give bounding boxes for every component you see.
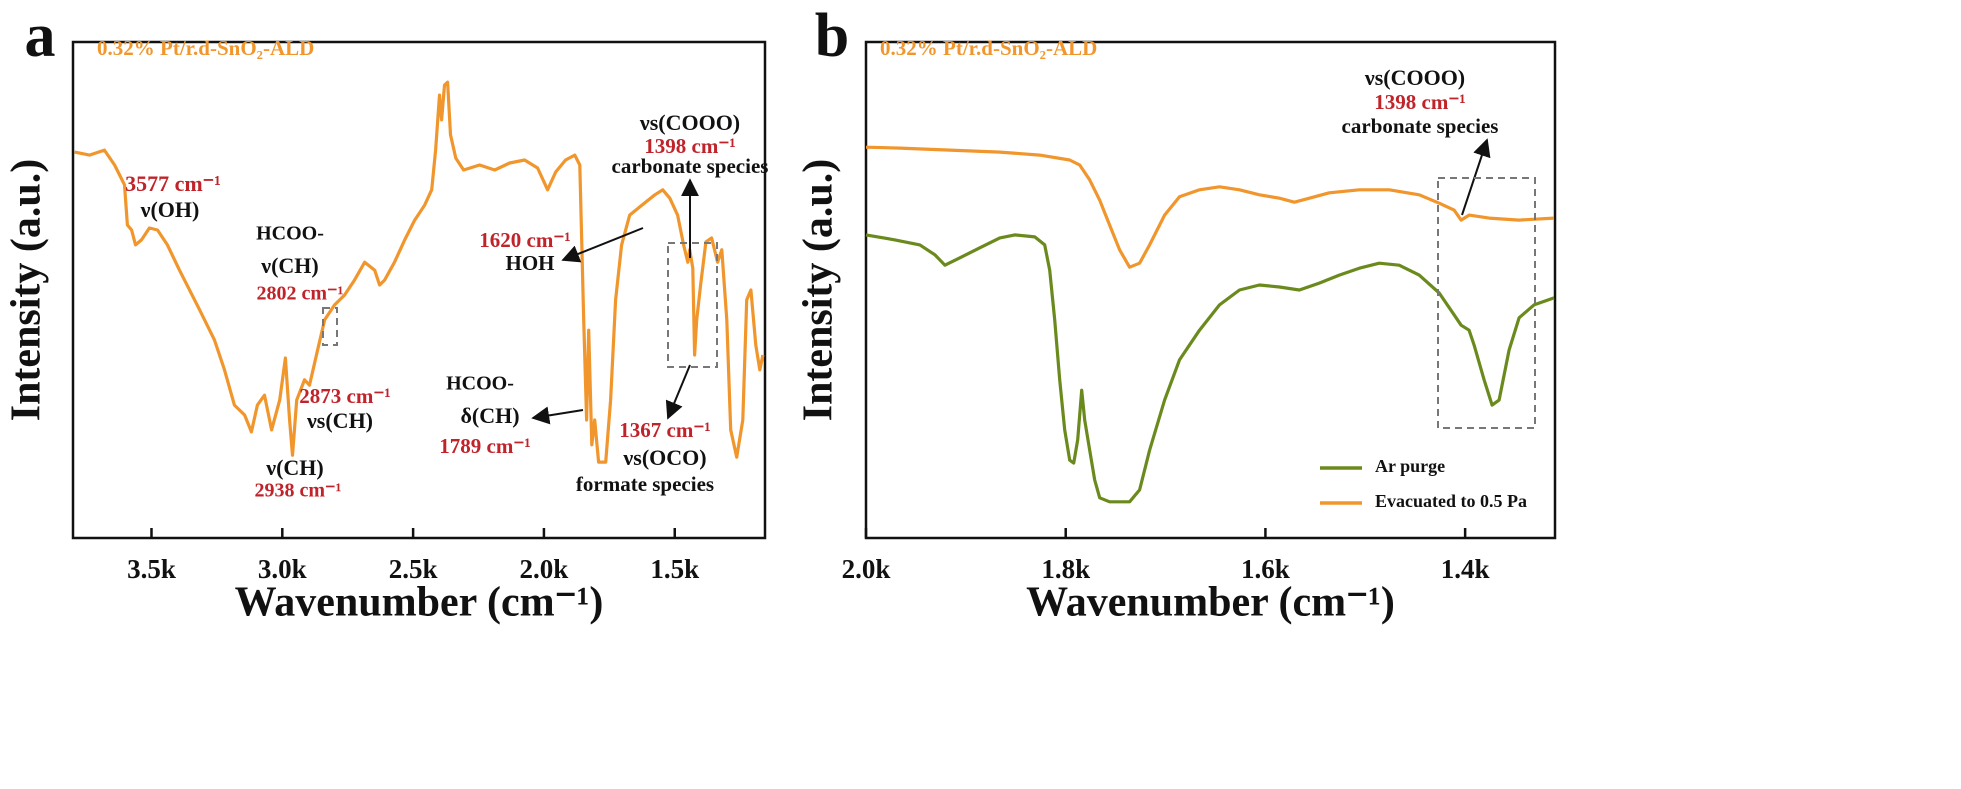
annotation: δ(CH)	[460, 403, 519, 428]
annotation: formate species	[576, 472, 714, 496]
annotation: 2873 cm⁻¹	[299, 384, 390, 408]
annotation: 2938 cm⁻¹	[254, 480, 341, 502]
highlight-box	[322, 307, 338, 346]
x-axis-label: Wavenumber (cm⁻¹)	[1026, 580, 1395, 626]
x-tick-label: 2.0k	[842, 554, 891, 584]
annotation: HOH	[505, 251, 554, 275]
annotation: 1398 cm⁻¹	[644, 134, 735, 158]
x-tick-label: 1.6k	[1241, 554, 1290, 584]
x-tick-label: 3.0k	[258, 554, 307, 584]
x-tick-label: 3.5k	[127, 554, 176, 584]
panel-label: b	[815, 2, 849, 70]
arrow	[561, 227, 644, 263]
x-tick-label: 2.0k	[520, 554, 569, 584]
spectrum-line	[865, 145, 1555, 269]
annotation: HCOO-	[446, 373, 514, 395]
annotation: ν(OH)	[140, 197, 200, 222]
x-axis-label: Wavenumber (cm⁻¹)	[235, 580, 604, 626]
annotation: 1367 cm⁻¹	[619, 418, 710, 442]
x-tick-label: 2.5k	[389, 554, 438, 584]
annotation: νs(COOO)	[639, 110, 740, 135]
annotation: 1789 cm⁻¹	[439, 434, 530, 458]
highlight-box	[667, 242, 718, 368]
plot-frame	[71, 40, 767, 540]
y-axis-label: Intensity (a.u.)	[796, 159, 842, 422]
highlight-box	[1437, 177, 1536, 429]
annotation: ν(CH)	[265, 455, 323, 480]
chart-title: 0.32% Pt/r.d-SnO₂-ALD	[880, 36, 1097, 60]
panel-label: a	[25, 2, 56, 70]
annotation: νs(CH)	[306, 408, 373, 433]
chart-title: 0.32% Pt/r.d-SnO₂-ALD	[97, 36, 314, 60]
x-tick-label: 1.4k	[1441, 554, 1490, 584]
x-tick-label: 1.5k	[650, 554, 699, 584]
annotation: 1620 cm⁻¹	[479, 228, 570, 252]
annotation: carbonate species	[612, 154, 769, 178]
annotation: carbonate species	[1342, 114, 1499, 138]
annotation: 3577 cm⁻¹	[125, 171, 221, 196]
annotation: 1398 cm⁻¹	[1374, 90, 1465, 114]
arrow	[531, 406, 584, 425]
annotation: νs(COOO)	[1364, 65, 1465, 90]
legend-label: Ar purge	[1375, 456, 1445, 476]
annotation: HCOO-	[256, 223, 324, 245]
annotation: 2802 cm⁻¹	[256, 283, 343, 305]
arrow	[665, 364, 691, 420]
y-axis-label: Intensity (a.u.)	[4, 159, 50, 422]
spectrum-line	[865, 233, 1555, 504]
spectrum-line	[74, 80, 765, 464]
annotation: νs(OCO)	[622, 445, 706, 470]
plot-frame	[864, 40, 1557, 540]
x-tick-label: 1.8k	[1041, 554, 1090, 584]
legend-label: Evacuated to 0.5 Pa	[1375, 491, 1527, 511]
annotation: ν(CH)	[260, 253, 318, 278]
